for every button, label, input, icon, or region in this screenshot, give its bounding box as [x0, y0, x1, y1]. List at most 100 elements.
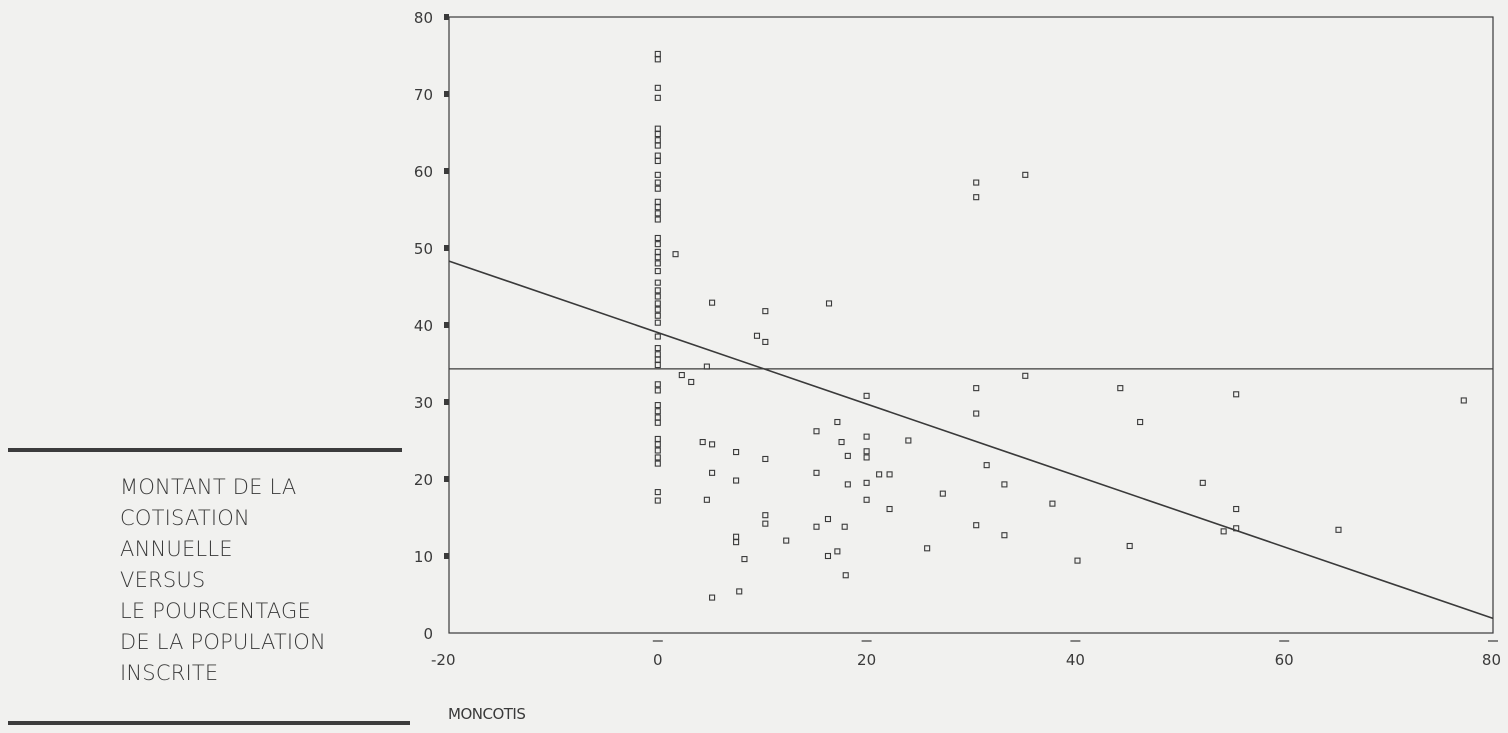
y-tick-mark [444, 399, 449, 405]
data-point [733, 539, 740, 546]
x-tick-label: 0 [653, 651, 663, 669]
data-point [813, 523, 820, 530]
data-point [654, 198, 661, 205]
data-point [841, 523, 848, 530]
data-point [654, 435, 661, 443]
data-point [834, 548, 841, 555]
x-tick-label: 60 [1275, 651, 1294, 669]
data-point [672, 251, 679, 258]
data-point [844, 481, 851, 488]
data-point [654, 319, 661, 326]
y-tick-label: 60 [414, 163, 433, 181]
y-tick-label: 10 [414, 548, 433, 566]
y-tick-mark [444, 14, 449, 20]
caption-bottom-rule [8, 721, 410, 725]
data-point [654, 387, 661, 394]
data-point [654, 56, 661, 63]
data-point [973, 522, 980, 529]
data-point [973, 410, 980, 417]
data-point [753, 332, 761, 339]
data-point [654, 125, 661, 132]
y-tick-mark [444, 91, 449, 97]
y-tick-mark [444, 553, 449, 559]
y-tick-label: 20 [414, 471, 433, 489]
data-point [973, 179, 980, 186]
data-point [654, 234, 661, 242]
caption-line: MONTANT DE LA [120, 475, 297, 499]
fit-lines [448, 260, 1494, 620]
data-point [736, 588, 743, 595]
x-axis: -20 0 20 40 60 80 [431, 640, 1501, 669]
data-point [733, 448, 740, 456]
data-point [1233, 391, 1240, 398]
data-point [654, 402, 661, 409]
data-point [783, 537, 790, 544]
caption-top-rule [8, 448, 402, 452]
data-point [654, 260, 661, 267]
chart-caption: MONTANT DE LA COTISATION ANNUELLE VERSUS… [120, 472, 410, 689]
x-tick-label: 40 [1066, 651, 1085, 669]
y-tick-label: 80 [414, 9, 433, 27]
data-point [654, 210, 661, 217]
data-point [973, 194, 980, 201]
regression-line [448, 260, 1494, 620]
data-point [654, 351, 661, 358]
data-point [654, 157, 661, 165]
data-point [654, 441, 661, 448]
data-point [733, 477, 740, 484]
x-axis-label: MONCOTIS [448, 705, 526, 723]
data-point [654, 381, 661, 388]
y-tick-mark [444, 245, 449, 251]
y-axis: 0 10 20 30 40 50 60 70 80 [414, 9, 449, 643]
data-point [1022, 372, 1029, 379]
data-point [699, 438, 706, 446]
data-point [654, 152, 661, 159]
data-point [654, 414, 661, 421]
data-point [1001, 532, 1008, 539]
data-point [983, 462, 990, 469]
x-tick-label: 80 [1482, 651, 1501, 669]
data-point [654, 312, 661, 319]
data-point [654, 279, 661, 286]
data-point [654, 179, 661, 186]
data-point [654, 130, 661, 138]
data-point [1220, 528, 1227, 535]
data-point [654, 94, 661, 101]
data-point [678, 371, 685, 379]
data-point [703, 363, 710, 370]
data-point [654, 361, 661, 369]
data-point [863, 433, 870, 440]
y-tick-mark [444, 322, 449, 328]
plot-border [448, 16, 1494, 634]
y-tick-label: 30 [414, 394, 433, 412]
data-point [709, 469, 716, 476]
data-point [762, 455, 769, 463]
data-point [654, 216, 661, 223]
data-point [654, 489, 661, 496]
data-point [654, 306, 661, 313]
data-point [703, 496, 710, 503]
data-point [654, 254, 661, 261]
data-point [762, 520, 769, 527]
y-tick-mark [444, 168, 449, 174]
data-points [654, 50, 1467, 601]
data-point [654, 248, 661, 255]
data-point [762, 308, 769, 315]
data-point [654, 300, 661, 307]
data-point [1117, 385, 1124, 392]
data-point [924, 545, 931, 552]
data-point [834, 418, 841, 426]
data-point [886, 505, 893, 513]
data-point [813, 428, 820, 435]
data-point [1022, 171, 1029, 178]
data-point [654, 137, 661, 144]
data-point [654, 454, 661, 461]
data-point [654, 142, 661, 149]
data-point [1049, 500, 1056, 507]
data-point [1199, 479, 1206, 486]
caption-line: COTISATION [120, 506, 250, 530]
data-point [654, 241, 661, 248]
data-point [863, 448, 870, 455]
data-point [905, 437, 912, 444]
